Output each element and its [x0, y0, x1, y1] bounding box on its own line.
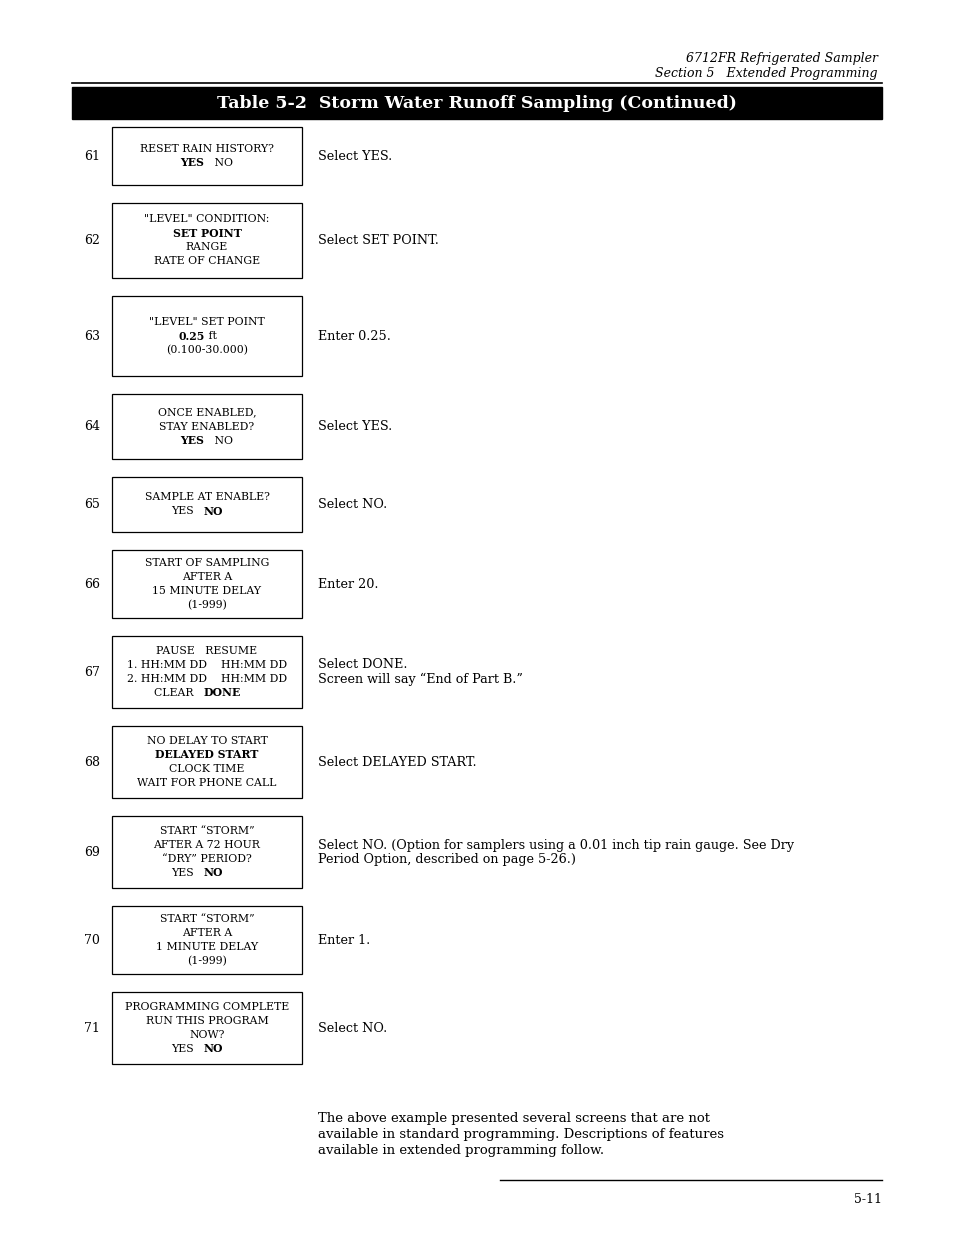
FancyBboxPatch shape [112, 203, 302, 278]
Text: 63: 63 [84, 330, 100, 342]
Text: 70: 70 [84, 934, 100, 946]
Text: PROGRAMMING COMPLETE: PROGRAMMING COMPLETE [125, 1002, 289, 1011]
Text: STAY ENABLED?: STAY ENABLED? [159, 421, 254, 431]
Text: SET POINT: SET POINT [172, 228, 241, 240]
Text: Enter 20.: Enter 20. [317, 578, 378, 590]
Text: DONE: DONE [204, 688, 241, 699]
Text: Table 5-2  Storm Water Runoff Sampling (Continued): Table 5-2 Storm Water Runoff Sampling (C… [217, 95, 736, 111]
Text: YES: YES [180, 158, 204, 168]
Text: WAIT FOR PHONE CALL: WAIT FOR PHONE CALL [137, 778, 276, 788]
Text: 66: 66 [84, 578, 100, 590]
Text: YES: YES [171, 1044, 204, 1053]
Text: 62: 62 [84, 233, 100, 247]
Text: NO DELAY TO START: NO DELAY TO START [147, 736, 267, 746]
FancyBboxPatch shape [112, 394, 302, 459]
Text: 71: 71 [84, 1021, 100, 1035]
Text: 65: 65 [84, 498, 100, 511]
Text: 1. HH:MM DD    HH:MM DD: 1. HH:MM DD HH:MM DD [127, 659, 287, 671]
Text: AFTER A: AFTER A [182, 572, 232, 582]
Text: AFTER A 72 HOUR: AFTER A 72 HOUR [153, 840, 260, 850]
FancyBboxPatch shape [112, 296, 302, 375]
Text: START OF SAMPLING: START OF SAMPLING [145, 558, 269, 568]
Text: RATE OF CHANGE: RATE OF CHANGE [153, 257, 260, 267]
Text: Period Option, described on page 5-26.): Period Option, described on page 5-26.) [317, 852, 576, 866]
Text: Select DELAYED START.: Select DELAYED START. [317, 756, 476, 768]
FancyBboxPatch shape [112, 127, 302, 185]
Text: Select YES.: Select YES. [317, 149, 392, 163]
Text: RANGE: RANGE [186, 242, 228, 252]
Text: YES: YES [180, 435, 204, 446]
Text: 67: 67 [84, 666, 100, 678]
Text: Select NO. (Option for samplers using a 0.01 inch tip rain gauge. See Dry: Select NO. (Option for samplers using a … [317, 839, 793, 851]
Text: RUN THIS PROGRAM: RUN THIS PROGRAM [146, 1016, 268, 1026]
Text: NO: NO [204, 1044, 223, 1055]
Text: 2. HH:MM DD    HH:MM DD: 2. HH:MM DD HH:MM DD [127, 674, 287, 684]
Text: Select SET POINT.: Select SET POINT. [317, 233, 438, 247]
Text: NO: NO [204, 867, 223, 878]
Text: 64: 64 [84, 420, 100, 433]
Text: (1-999): (1-999) [187, 600, 227, 610]
Text: 5-11: 5-11 [853, 1193, 882, 1207]
Text: NO: NO [204, 436, 233, 446]
Text: AFTER A: AFTER A [182, 927, 232, 939]
Text: Select YES.: Select YES. [317, 420, 392, 433]
FancyBboxPatch shape [112, 477, 302, 532]
Text: NOW?: NOW? [189, 1030, 225, 1040]
Text: (0.100-30.000): (0.100-30.000) [166, 345, 248, 356]
Text: “DRY” PERIOD?: “DRY” PERIOD? [162, 853, 252, 864]
Text: START “STORM”: START “STORM” [159, 826, 254, 836]
Text: START “STORM”: START “STORM” [159, 914, 254, 924]
Text: Screen will say “End of Part B.”: Screen will say “End of Part B.” [317, 672, 522, 685]
Text: NO: NO [204, 506, 223, 517]
FancyBboxPatch shape [71, 86, 882, 119]
Text: Section 5   Extended Programming: Section 5 Extended Programming [655, 67, 877, 80]
Text: 61: 61 [84, 149, 100, 163]
Text: PAUSE   RESUME: PAUSE RESUME [156, 646, 257, 656]
Text: ft: ft [205, 331, 216, 341]
FancyBboxPatch shape [112, 816, 302, 888]
Text: "LEVEL" SET POINT: "LEVEL" SET POINT [149, 317, 265, 327]
Text: (1-999): (1-999) [187, 956, 227, 966]
Text: 1 MINUTE DELAY: 1 MINUTE DELAY [155, 942, 258, 952]
FancyBboxPatch shape [112, 992, 302, 1065]
Text: 6712FR Refrigerated Sampler: 6712FR Refrigerated Sampler [685, 52, 877, 65]
FancyBboxPatch shape [112, 726, 302, 798]
Text: available in standard programming. Descriptions of features: available in standard programming. Descr… [317, 1128, 723, 1141]
Text: 15 MINUTE DELAY: 15 MINUTE DELAY [152, 585, 261, 597]
Text: Select NO.: Select NO. [317, 1021, 387, 1035]
Text: NO: NO [204, 158, 233, 168]
FancyBboxPatch shape [112, 636, 302, 708]
Text: YES: YES [171, 506, 204, 516]
FancyBboxPatch shape [112, 906, 302, 974]
Text: ONCE ENABLED,: ONCE ENABLED, [157, 408, 256, 417]
Text: SAMPLE AT ENABLE?: SAMPLE AT ENABLE? [145, 493, 269, 503]
Text: YES: YES [171, 868, 204, 878]
Text: Select NO.: Select NO. [317, 498, 387, 511]
Text: Enter 0.25.: Enter 0.25. [317, 330, 391, 342]
Text: DELAYED START: DELAYED START [155, 750, 258, 761]
FancyBboxPatch shape [112, 550, 302, 618]
Text: Enter 1.: Enter 1. [317, 934, 370, 946]
Text: The above example presented several screens that are not: The above example presented several scre… [317, 1112, 709, 1125]
Text: "LEVEL" CONDITION:: "LEVEL" CONDITION: [144, 215, 270, 225]
Text: Select DONE.: Select DONE. [317, 658, 407, 672]
Text: RESET RAIN HISTORY?: RESET RAIN HISTORY? [140, 144, 274, 154]
Text: CLEAR: CLEAR [153, 688, 204, 698]
Text: CLOCK TIME: CLOCK TIME [169, 764, 244, 774]
Text: 0.25: 0.25 [178, 331, 205, 342]
Text: available in extended programming follow.: available in extended programming follow… [317, 1144, 603, 1157]
Text: 68: 68 [84, 756, 100, 768]
Text: 69: 69 [84, 846, 100, 858]
